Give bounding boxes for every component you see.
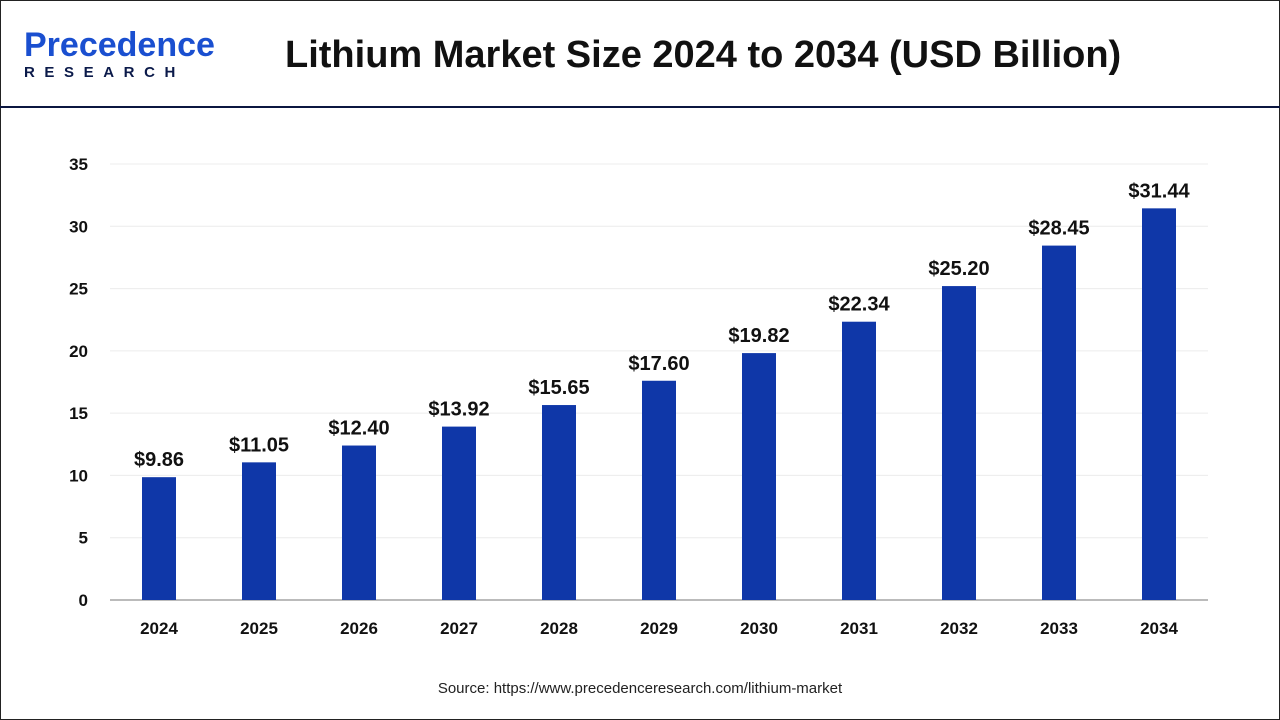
data-label: $11.05 <box>229 434 289 456</box>
x-tick-label: 2028 <box>540 619 578 638</box>
bar <box>242 462 276 600</box>
y-tick-label: 10 <box>69 466 88 485</box>
header: Precedence RESEARCH Lithium Market Size … <box>0 0 1280 108</box>
bar <box>342 445 376 600</box>
y-tick-label: 30 <box>69 217 88 236</box>
bar <box>542 405 576 600</box>
bar <box>442 426 476 600</box>
source-note: Source: https://www.precedenceresearch.c… <box>437 680 843 697</box>
data-label: $22.34 <box>828 294 890 316</box>
x-tick-label: 2026 <box>340 619 378 638</box>
bar <box>1142 208 1176 601</box>
y-tick-label: 0 <box>79 591 88 610</box>
bar <box>842 321 876 600</box>
x-tick-label: 2030 <box>740 619 778 638</box>
y-tick-label: 35 <box>69 155 88 174</box>
x-tick-label: 2033 <box>1040 619 1078 638</box>
y-tick-label: 25 <box>69 280 88 299</box>
chart-title: Lithium Market Size 2024 to 2034 (USD Bi… <box>285 34 1122 76</box>
logo-text-top: Precedence <box>24 26 215 64</box>
x-tick-label: 2031 <box>840 619 878 638</box>
data-label: $15.65 <box>528 377 589 399</box>
y-tick-label: 5 <box>79 529 88 548</box>
data-label: $17.60 <box>628 353 689 375</box>
bar <box>942 286 976 600</box>
data-label: $13.92 <box>428 399 489 421</box>
logo-text-bottom: RESEARCH <box>24 64 185 81</box>
bar <box>642 380 676 600</box>
x-tick-label: 2027 <box>440 619 478 638</box>
y-tick-label: 15 <box>69 404 88 423</box>
x-tick-label: 2025 <box>240 619 278 638</box>
x-tick-label: 2034 <box>1140 619 1178 638</box>
data-label: $31.44 <box>1128 180 1190 202</box>
data-label: $12.40 <box>328 418 389 440</box>
x-tick-label: 2024 <box>140 619 178 638</box>
data-label: $25.20 <box>928 258 989 280</box>
data-label: $9.86 <box>134 449 184 471</box>
bar <box>142 477 176 600</box>
x-tick-label: 2032 <box>940 619 978 638</box>
bar <box>742 353 776 600</box>
data-label: $19.82 <box>728 325 789 347</box>
logo: Precedence RESEARCH <box>24 28 215 81</box>
y-tick-label: 20 <box>69 342 88 361</box>
x-tick-label: 2029 <box>640 619 678 638</box>
bar <box>1042 245 1076 600</box>
data-label: $28.45 <box>1028 218 1089 240</box>
